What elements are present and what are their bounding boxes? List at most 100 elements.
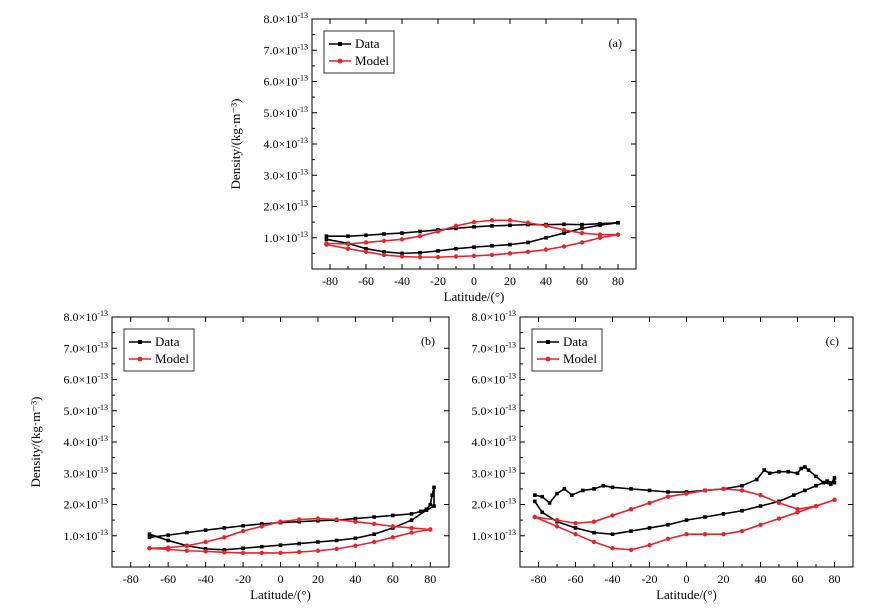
data-point — [372, 532, 376, 536]
chart-panel-b: -80 -60 -40 -20 0 20 40 60 80 1.0×10-13 2.0×10-13 3… — [28, 309, 450, 602]
chart-panel-a: -80 -60 -40 -20 0 20 40 60 80 1.0×10-13 2.0×10-13 3… — [228, 11, 637, 304]
model-point — [721, 486, 726, 492]
data-point — [428, 502, 433, 507]
data-point — [562, 231, 566, 235]
data-point — [762, 468, 766, 472]
x-tick-label: 20 — [312, 572, 324, 586]
x-tick-label: -20 — [430, 274, 446, 288]
data-point — [806, 468, 811, 472]
data-point — [472, 245, 476, 249]
panel-label: (c) — [826, 334, 839, 348]
model-point — [561, 244, 567, 249]
data-point — [821, 480, 826, 485]
model-point — [259, 524, 264, 529]
data-point — [610, 485, 615, 490]
data-point — [346, 234, 350, 238]
data-point — [777, 469, 781, 474]
model-point — [471, 219, 477, 225]
model-point — [345, 246, 351, 251]
data-point — [755, 477, 759, 482]
data-point — [508, 223, 512, 228]
y-tick-label: 5.0×10-13 — [64, 403, 108, 418]
model-point — [665, 536, 671, 542]
model-point — [353, 543, 358, 548]
x-tick-label: 60 — [576, 274, 588, 288]
y-axis-label: Density/(kg·m⁻³) — [28, 397, 43, 488]
x-tick-label: 80 — [829, 572, 841, 586]
model-point — [324, 242, 329, 247]
data-point — [814, 474, 818, 479]
data-point — [490, 244, 494, 248]
legend: Data Model — [123, 328, 195, 372]
model-point — [371, 539, 377, 545]
model-point — [184, 548, 190, 553]
x-tick-label: 40 — [540, 274, 552, 288]
data-point — [829, 482, 833, 486]
data-point — [430, 493, 434, 497]
panel-label: (b) — [421, 334, 435, 348]
x-tick-label: -80 — [123, 572, 139, 586]
data-point — [419, 509, 423, 514]
data-point — [647, 488, 652, 493]
y-tick-label: 3.0×10-13 — [472, 465, 516, 480]
model-point — [184, 543, 190, 548]
model-point — [684, 531, 689, 537]
data-point — [382, 232, 386, 236]
data-point — [799, 466, 803, 471]
legend-box — [123, 328, 195, 372]
x-tick-label: -60 — [568, 572, 584, 586]
model-point — [758, 492, 763, 498]
data-point — [629, 529, 633, 533]
data-point — [508, 242, 512, 247]
legend-label-model: Model — [563, 351, 597, 366]
data-point — [573, 526, 578, 530]
model-point — [371, 521, 377, 527]
data-point — [803, 465, 807, 469]
model-point — [554, 517, 560, 523]
model-point — [390, 524, 396, 529]
data-point — [222, 526, 227, 530]
data-point — [580, 222, 584, 227]
x-tick-label: 20 — [504, 274, 516, 288]
data-point — [297, 541, 302, 546]
data-point — [203, 547, 208, 551]
data-point — [372, 515, 376, 519]
model-point — [543, 223, 549, 229]
model-point — [813, 503, 819, 509]
legend-box — [531, 328, 603, 372]
model-point — [628, 506, 634, 512]
y-tick-label: 7.0×10-13 — [64, 340, 108, 355]
model-point — [399, 237, 405, 242]
data-point — [647, 526, 652, 530]
series-line-data — [149, 487, 435, 551]
data-point — [570, 493, 574, 497]
data-point — [616, 220, 620, 225]
data-point — [241, 546, 245, 551]
legend-marker-circle — [545, 356, 551, 362]
y-tick-label: 1.0×10-13 — [264, 230, 308, 245]
data-point — [540, 510, 544, 515]
model-point — [739, 528, 745, 534]
x-tick-label: -20 — [642, 572, 658, 586]
x-tick-label: 40 — [755, 572, 767, 586]
legend-label-model: Model — [355, 53, 389, 68]
model-point — [597, 235, 603, 240]
y-tick-label: 8.0×10-13 — [64, 309, 108, 324]
x-axis-label: Latitude/(°) — [656, 587, 717, 602]
data-point — [547, 501, 552, 505]
model-point — [381, 252, 387, 258]
x-tick-label: -80 — [531, 572, 547, 586]
data-point — [740, 508, 744, 513]
model-point — [471, 253, 477, 259]
data-point — [147, 535, 152, 540]
series-line-data — [534, 466, 836, 535]
data-point — [316, 540, 320, 544]
data-point — [278, 543, 283, 547]
model-point — [615, 232, 621, 237]
x-tick-label: -60 — [358, 274, 374, 288]
model-point — [628, 547, 634, 553]
x-tick-label: 60 — [792, 572, 804, 586]
data-point — [803, 488, 807, 493]
y-tick-label: 2.0×10-13 — [472, 497, 516, 512]
x-tick-label: 0 — [471, 274, 477, 288]
